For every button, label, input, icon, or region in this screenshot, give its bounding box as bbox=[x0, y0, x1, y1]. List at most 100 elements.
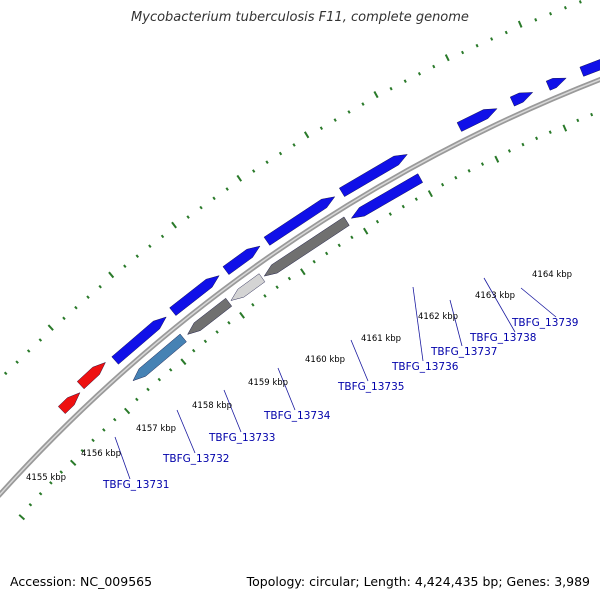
kbp-label-8: 4162 kbp bbox=[418, 312, 458, 322]
outer-tick bbox=[403, 79, 407, 83]
outer-tick bbox=[171, 221, 177, 229]
outer-tick bbox=[98, 284, 102, 289]
outer-tick bbox=[123, 264, 127, 269]
inner-tick bbox=[590, 112, 594, 117]
leader-line-1 bbox=[114, 436, 131, 480]
outer-tick bbox=[347, 110, 351, 114]
inner-tick bbox=[239, 311, 245, 319]
outer-tick bbox=[578, 0, 582, 4]
reverse-gene-2 bbox=[187, 297, 233, 335]
inner-tick bbox=[454, 175, 458, 180]
inner-tick bbox=[350, 235, 354, 240]
outer-tick bbox=[3, 371, 8, 376]
kbp-label-3: 4157 kbp bbox=[136, 424, 176, 434]
inner-tick bbox=[180, 358, 187, 366]
inner-tick bbox=[215, 330, 219, 334]
outer-tick bbox=[319, 126, 324, 131]
outer-tick bbox=[333, 118, 337, 122]
reverse-gene-3 bbox=[230, 273, 266, 301]
forward-gene-1 bbox=[111, 316, 167, 365]
inner-tick bbox=[535, 136, 539, 141]
outer-tick bbox=[236, 174, 243, 182]
outer-tick bbox=[292, 143, 296, 147]
outer-tick bbox=[490, 37, 494, 41]
leader-line-8 bbox=[483, 277, 516, 333]
gene-label-6: TBFG_13736 bbox=[391, 361, 459, 373]
kbp-scale-labels: 4155 kbp 4156 kbp 4157 kbp 4158 kbp 4159 kbp… bbox=[26, 270, 572, 483]
inner-tick bbox=[388, 212, 392, 216]
outer-tick bbox=[534, 18, 538, 22]
inner-tick bbox=[440, 182, 445, 187]
kbp-label-5: 4159 kbp bbox=[248, 378, 288, 388]
inner-tick bbox=[275, 285, 279, 290]
leader-line-9 bbox=[520, 287, 557, 318]
inner-tick-ring bbox=[18, 112, 594, 521]
kbp-label-2: 4156 kbp bbox=[81, 449, 121, 459]
outer-tick bbox=[47, 324, 54, 331]
inner-tick bbox=[480, 162, 485, 166]
feature-track bbox=[57, 59, 600, 414]
kbp-label-4: 4158 kbp bbox=[192, 401, 232, 411]
outer-tick bbox=[186, 215, 190, 219]
inner-tick bbox=[325, 251, 329, 256]
outer-tick bbox=[444, 54, 450, 62]
forward-gene-7 bbox=[509, 92, 534, 107]
outer-tick bbox=[38, 338, 43, 342]
leader-line-7 bbox=[449, 299, 463, 347]
outer-tick bbox=[278, 151, 283, 156]
other-feature-1 bbox=[57, 392, 81, 414]
outer-tick bbox=[108, 271, 115, 279]
inner-tick bbox=[28, 502, 33, 507]
inner-tick bbox=[69, 459, 77, 466]
inner-tick bbox=[427, 190, 433, 198]
leader-line-2 bbox=[176, 409, 196, 454]
outer-tick bbox=[86, 295, 90, 299]
forward-gene-9 bbox=[579, 59, 600, 77]
gene-label-7: TBFG_13737 bbox=[430, 346, 497, 358]
inner-tick bbox=[157, 377, 162, 382]
inner-tick bbox=[494, 155, 500, 163]
leader-line-6 bbox=[412, 286, 424, 362]
outer-tick bbox=[504, 30, 508, 35]
inner-tick bbox=[191, 348, 196, 353]
inner-tick bbox=[521, 142, 525, 147]
inner-tick bbox=[146, 387, 150, 392]
outer-tick bbox=[432, 64, 436, 69]
reverse-gene-1 bbox=[132, 333, 187, 382]
leader-line-4 bbox=[277, 367, 296, 411]
inner-tick bbox=[112, 417, 117, 422]
inner-tick bbox=[467, 169, 471, 173]
kbp-label-10: 4164 kbp bbox=[532, 270, 572, 280]
gene-label-3: TBFG_13733 bbox=[208, 432, 275, 444]
outer-tick bbox=[252, 169, 256, 173]
outer-tick bbox=[475, 43, 479, 48]
inner-tick bbox=[59, 470, 64, 474]
outer-tick bbox=[74, 305, 78, 310]
inner-tick bbox=[123, 407, 131, 415]
outer-tick bbox=[389, 86, 393, 91]
inner-tick bbox=[300, 268, 306, 276]
kbp-label-6: 4160 kbp bbox=[305, 355, 345, 365]
backbone-highlight bbox=[0, 78, 600, 496]
inner-tick bbox=[375, 219, 380, 224]
leader-line-5 bbox=[350, 339, 369, 382]
inner-tick bbox=[401, 204, 405, 209]
gene-labels: TBFG_13731 TBFG_13732 TBFG_13733 TBFG_13734… bbox=[102, 317, 578, 491]
genome-summary: Topology: circular; Length: 4,424,435 bp… bbox=[246, 574, 590, 589]
outer-tick-ring bbox=[3, 0, 582, 376]
outer-tick bbox=[135, 254, 140, 258]
forward-gene-6 bbox=[456, 108, 498, 132]
outer-tick bbox=[549, 11, 553, 16]
inner-tick bbox=[102, 428, 106, 432]
outer-tick bbox=[563, 5, 567, 10]
forward-gene-3 bbox=[222, 245, 261, 275]
outer-tick bbox=[373, 91, 379, 99]
outer-tick bbox=[26, 349, 31, 353]
outer-tick bbox=[361, 102, 365, 106]
map-title: Mycobacterium tuberculosis F11, complete… bbox=[131, 10, 469, 25]
accession-text: Accession: NC_009565 bbox=[10, 574, 153, 589]
outer-tick bbox=[265, 160, 269, 165]
inner-tick bbox=[562, 124, 568, 132]
forward-gene-8 bbox=[545, 77, 567, 91]
